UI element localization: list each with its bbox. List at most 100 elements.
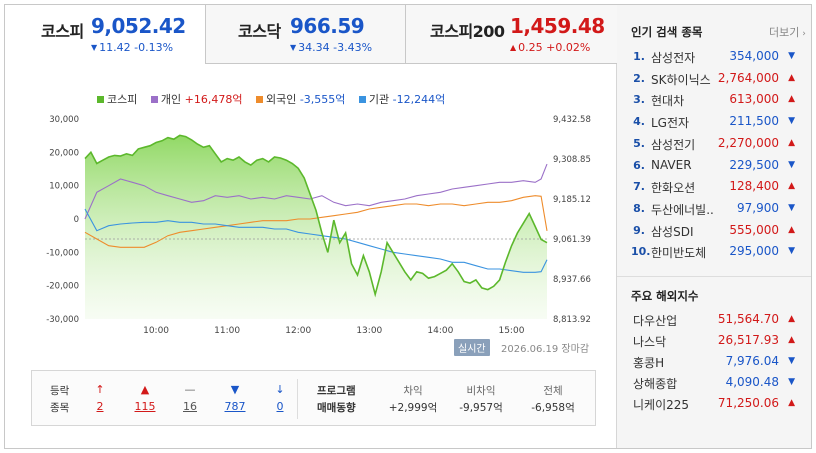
stock-name[interactable]: 한화오션: [651, 181, 696, 196]
realtime-badge: 실시간: [454, 339, 490, 356]
legend-swatch: [97, 96, 104, 103]
popular-item[interactable]: 8. 두산에너빌.. 97,900 ▼: [631, 198, 803, 220]
rank: 8.: [633, 201, 645, 215]
legend-value: +16,478억: [184, 93, 243, 106]
popular-item[interactable]: 10. 한미반도체 295,000 ▼: [631, 241, 803, 263]
up-triangle-icon: ▲: [788, 137, 795, 148]
more-link-text: 더보기: [769, 26, 800, 39]
up-triangle-icon: ▲: [788, 314, 795, 324]
popular-item[interactable]: 7. 한화오션 128,400 ▲: [631, 176, 803, 198]
popular-item[interactable]: 4. LG전자 211,500 ▼: [631, 111, 803, 133]
stock-name[interactable]: 두산에너빌..: [651, 202, 714, 217]
chart-timestamp: 2026.06.19 장마감: [501, 344, 590, 355]
program-total-value: -6,958억: [531, 402, 575, 414]
stock-name[interactable]: 삼성SDI: [651, 224, 694, 239]
tab-kospi[interactable]: 코스피 9,052.42 ▼ 11.42 -0.13%: [5, 5, 205, 64]
breadth-label: 등락: [50, 385, 70, 397]
more-arrow-icon: ›: [799, 29, 806, 39]
popular-item[interactable]: 3. 현대차 613,000 ▲: [631, 89, 803, 111]
down-triangle-icon: ▼: [788, 51, 795, 61]
overseas-title: 주요 해외지수: [631, 289, 699, 303]
left-axis-tick: 0: [74, 215, 79, 225]
legend-label: 외국인: [265, 93, 297, 106]
upper-limit-count[interactable]: 2: [96, 400, 104, 413]
rank: 2.: [633, 71, 645, 85]
stock-name[interactable]: NAVER: [651, 157, 692, 172]
stock-name[interactable]: 현대차: [651, 94, 685, 109]
popular-item[interactable]: 5. 삼성전기 2,270,000 ▲: [631, 133, 803, 155]
flat-icon: —: [184, 383, 196, 396]
tab-change-text: 34.34 -3.43%: [298, 41, 373, 54]
intraday-chart: 30,000 20,000 10,000 0 -10,000 -20,000 -30,000…: [46, 115, 591, 335]
rank: 1.: [633, 50, 645, 63]
stock-price: 354,000: [729, 49, 779, 63]
flat-count[interactable]: 16: [183, 400, 197, 413]
legend-swatch: [255, 96, 263, 103]
overseas-item[interactable]: 나스닥 26,517.93 ▲: [633, 331, 803, 353]
overseas-item[interactable]: 니케이225 71,250.06 ▲: [633, 394, 803, 416]
index-name: 나스닥: [633, 335, 667, 349]
stock-name[interactable]: 한미반도체: [651, 246, 707, 261]
tab-kospi200[interactable]: 코스피200 1,459.48 ▲ 0.25 +0.02%: [405, 5, 617, 64]
tab-value: 1,459.48: [510, 14, 605, 38]
up-triangle-icon: ▲: [788, 72, 795, 83]
up-triangle-icon: ▲: [788, 181, 795, 192]
stock-name[interactable]: 삼성전자: [651, 51, 696, 65]
right-axis-tick: 9,185.12: [553, 195, 591, 205]
stock-price: 2,270,000: [717, 135, 779, 150]
overseas-item[interactable]: 홍콩H 7,976.04 ▼: [633, 352, 803, 374]
index-value: 7,976.04: [725, 354, 779, 368]
tab-value: 9,052.42: [91, 14, 186, 38]
legend-swatch: [150, 96, 158, 103]
overseas-item[interactable]: 상해종합 4,090.48 ▼: [633, 373, 803, 395]
series-area-kospi: [85, 135, 547, 319]
left-axis-tick: 20,000: [49, 148, 79, 158]
index-name: 다우산업: [633, 314, 678, 328]
stock-name[interactable]: LG전자: [651, 116, 690, 131]
rise-count[interactable]: 115: [134, 400, 156, 413]
program-arbitrage-value: +2,999억: [388, 402, 438, 414]
down-triangle-icon: ▼: [91, 43, 98, 52]
popular-item[interactable]: 1. 삼성전자 354,000 ▼: [631, 46, 803, 68]
x-axis-tick: 12:00: [285, 326, 311, 335]
more-link[interactable]: 더보기 ›: [769, 24, 806, 40]
tab-change-text: 0.25 +0.02%: [518, 41, 591, 54]
tab-change-text: 11.42 -0.13%: [99, 41, 174, 54]
right-axis-tick: 8,813.92: [553, 315, 591, 325]
index-name: 홍콩H: [633, 356, 665, 370]
down-triangle-icon: ▼: [788, 246, 795, 257]
down-triangle-icon: ▼: [788, 159, 795, 170]
index-value: 51,564.70: [717, 312, 779, 326]
tab-change: ▼ 34.34 -3.43%: [290, 41, 372, 54]
stock-name[interactable]: 삼성전기: [651, 137, 696, 152]
up-triangle-icon: ▲: [788, 335, 795, 345]
stock-price: 97,900: [737, 200, 779, 215]
popular-item[interactable]: 2. SK하이닉스 2,764,000 ▲: [631, 68, 803, 90]
tab-kosdaq[interactable]: 코스닥 966.59 ▼ 34.34 -3.43%: [205, 5, 405, 64]
upper-limit-icon: ↑: [95, 383, 105, 396]
down-triangle-icon: ▼: [788, 116, 795, 127]
left-axis-tick: -30,000: [46, 315, 79, 325]
lower-limit-count[interactable]: 0: [276, 400, 284, 413]
chart-legend: 코스피 개인 +16,478억 외국인 -3,555억 기관 -12,244억: [97, 91, 455, 107]
fall-count[interactable]: 787: [224, 400, 246, 413]
rank: 4.: [633, 115, 645, 129]
overseas-item[interactable]: 다우산업 51,564.70 ▲: [633, 310, 803, 332]
right-axis-tick: 9,432.58: [553, 115, 591, 125]
x-axis-tick: 10:00: [143, 326, 169, 335]
program-label: 매매동향: [317, 402, 356, 414]
popular-item[interactable]: 9. 삼성SDI 555,000 ▲: [631, 220, 803, 242]
rank: 9.: [633, 223, 645, 237]
stock-name[interactable]: SK하이닉스: [651, 72, 711, 87]
stock-price: 555,000: [729, 222, 779, 237]
right-axis-tick: 9,061.39: [553, 235, 591, 245]
series-line-kospi: [84, 134, 548, 298]
program-nonarbitrage-label: 비차익: [466, 385, 496, 397]
legend-kospi: 코스피: [97, 91, 137, 107]
tab-change: ▲ 0.25 +0.02%: [510, 41, 590, 54]
stock-price: 211,500: [729, 114, 779, 129]
index-name: 니케이225: [633, 398, 690, 412]
popular-item[interactable]: 6. NAVER 229,500 ▼: [631, 155, 803, 177]
x-axis-tick: 11:00: [214, 326, 240, 335]
up-triangle-icon: ▲: [510, 43, 517, 52]
